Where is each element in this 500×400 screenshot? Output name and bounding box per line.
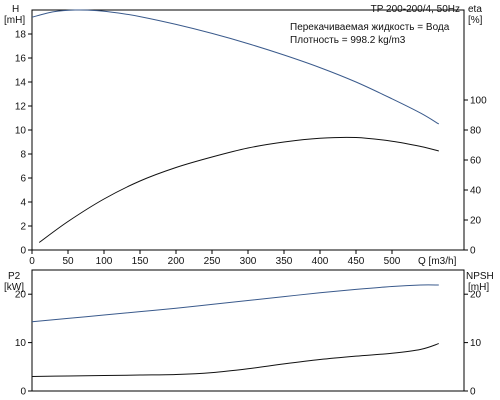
upper-left-axis-label-line2: [mH] xyxy=(4,15,25,26)
y-left-tick-label: 12 xyxy=(15,102,27,113)
y-right-tick-label: 100 xyxy=(470,96,487,107)
y-right-tick-label: 20 xyxy=(470,290,482,301)
annotation-liquid: Перекачиваемая жидкость = Вода xyxy=(290,22,450,33)
x-tick-label: 200 xyxy=(168,256,185,267)
upper-plot-frame xyxy=(31,9,465,251)
y-left-tick-label: 10 xyxy=(15,126,27,137)
curve-panel1-series1 xyxy=(31,9,440,125)
curve-panel1-series2 xyxy=(38,136,439,243)
y-left-tick-label: 0 xyxy=(20,387,26,398)
y-right-tick-label: 20 xyxy=(470,216,482,227)
x-tick-label: 0 xyxy=(29,256,35,267)
x-tick-label: 350 xyxy=(276,256,293,267)
y-left-tick-label: 14 xyxy=(15,78,27,89)
x-tick-label: 250 xyxy=(204,256,221,267)
y-right-tick-label: 60 xyxy=(470,156,482,167)
y-right-tick-label: 80 xyxy=(470,126,482,137)
y-right-tick-label: 10 xyxy=(470,338,482,349)
lower-left-axis-label-line2: [kW] xyxy=(4,282,24,293)
y-left-tick-label: 16 xyxy=(15,54,27,65)
x-tick-label: 300 xyxy=(240,256,257,267)
x-tick-label: 450 xyxy=(348,256,365,267)
upper-left-axis-label-line1: H xyxy=(12,4,19,15)
annotation-density: Плотность = 998.2 kg/m3 xyxy=(290,35,406,46)
curve-panel2-series1 xyxy=(31,284,439,323)
y-right-tick-label: 40 xyxy=(470,186,482,197)
y-left-tick-label: 2 xyxy=(20,222,26,233)
x-axis-label: Q [m3/h] xyxy=(418,256,457,267)
y-left-tick-label: 8 xyxy=(20,150,26,161)
lower-left-axis-label-line1: P2 xyxy=(8,271,21,282)
lower-right-axis-label-line2: [mH] xyxy=(468,282,489,293)
upper-right-axis-label-line2: [%] xyxy=(468,15,483,26)
upper-right-axis-label-line1: eta xyxy=(468,4,482,15)
lower-plot-frame xyxy=(31,269,465,392)
y-left-tick-label: 6 xyxy=(20,174,26,185)
curve-panel2-series2 xyxy=(31,343,439,377)
x-tick-label: 500 xyxy=(384,256,401,267)
lower-right-axis-label-line1: NPSH xyxy=(466,271,494,282)
y-left-tick-label: 0 xyxy=(20,246,26,257)
y-right-tick-label: 0 xyxy=(470,246,476,257)
y-left-tick-label: 4 xyxy=(20,198,26,209)
y-left-tick-label: 10 xyxy=(15,338,27,349)
chart-title: TP 200-200/4, 50Hz xyxy=(371,4,460,15)
x-tick-label: 50 xyxy=(62,256,74,267)
y-right-tick-label: 0 xyxy=(470,387,476,398)
y-left-tick-label: 18 xyxy=(15,30,27,41)
chart-curves xyxy=(31,9,440,377)
x-tick-label: 400 xyxy=(312,256,329,267)
x-tick-label: 150 xyxy=(132,256,149,267)
x-tick-label: 100 xyxy=(96,256,113,267)
y-left-tick-label: 20 xyxy=(15,290,27,301)
axis-ticks: 0 50 100 150 200 250 300 350 400 450 5000246810121… xyxy=(15,30,487,398)
